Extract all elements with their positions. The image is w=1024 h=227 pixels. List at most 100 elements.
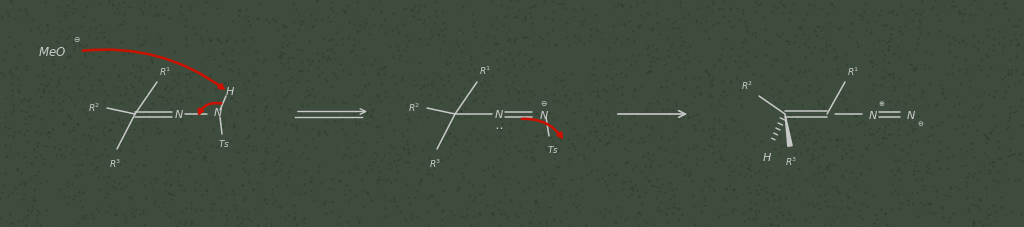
Point bbox=[651, 101, 668, 105]
Point bbox=[559, 121, 575, 124]
Point bbox=[818, 143, 835, 146]
Point bbox=[177, 36, 194, 39]
Point bbox=[640, 53, 656, 57]
Point bbox=[750, 24, 766, 28]
Point bbox=[73, 80, 89, 84]
Point bbox=[95, 72, 112, 75]
Point bbox=[452, 66, 468, 70]
Point bbox=[410, 202, 426, 206]
Point bbox=[275, 95, 292, 99]
Point bbox=[682, 48, 698, 52]
Point bbox=[126, 57, 142, 61]
Point bbox=[251, 216, 267, 220]
Point bbox=[527, 123, 544, 126]
Point bbox=[218, 214, 234, 217]
Point bbox=[490, 108, 507, 111]
Point bbox=[424, 174, 440, 177]
Point bbox=[135, 42, 152, 46]
Point bbox=[41, 217, 57, 220]
Point bbox=[399, 139, 416, 143]
Point bbox=[183, 201, 200, 205]
Point bbox=[83, 126, 99, 129]
Point bbox=[717, 213, 733, 217]
Point bbox=[332, 65, 348, 68]
Point bbox=[597, 132, 613, 136]
Point bbox=[191, 136, 208, 140]
Point bbox=[337, 223, 353, 226]
Point bbox=[768, 32, 784, 36]
Point bbox=[140, 65, 157, 69]
Point bbox=[610, 205, 627, 209]
Point bbox=[339, 59, 355, 62]
Point bbox=[318, 132, 335, 136]
Point bbox=[508, 168, 524, 171]
Point bbox=[597, 123, 613, 127]
Point bbox=[700, 175, 717, 179]
Point bbox=[388, 141, 404, 144]
Point bbox=[332, 179, 348, 183]
Point bbox=[905, 172, 922, 175]
Point bbox=[905, 18, 922, 22]
Point bbox=[806, 172, 822, 176]
Point bbox=[266, 0, 283, 2]
Point bbox=[549, 122, 565, 126]
Point bbox=[610, 182, 627, 186]
Point bbox=[555, 84, 571, 88]
Point bbox=[893, 5, 909, 8]
Point bbox=[224, 124, 241, 128]
Point bbox=[194, 193, 210, 197]
Point bbox=[413, 127, 429, 130]
Point bbox=[627, 168, 643, 172]
Point bbox=[397, 220, 414, 223]
Point bbox=[200, 54, 216, 58]
Point bbox=[754, 12, 770, 16]
Point bbox=[592, 210, 608, 214]
Point bbox=[520, 141, 537, 144]
Point bbox=[177, 207, 194, 210]
Point bbox=[177, 137, 194, 141]
Point bbox=[131, 150, 147, 153]
Point bbox=[586, 104, 602, 108]
Point bbox=[913, 0, 930, 2]
Point bbox=[780, 44, 797, 48]
Point bbox=[778, 197, 795, 200]
Point bbox=[129, 63, 145, 67]
Point bbox=[85, 173, 101, 177]
Point bbox=[783, 159, 800, 163]
Point bbox=[65, 183, 81, 186]
Point bbox=[808, 202, 824, 205]
Point bbox=[399, 44, 416, 48]
Point bbox=[586, 65, 602, 69]
Point bbox=[467, 16, 483, 20]
Point bbox=[525, 139, 542, 143]
Point bbox=[420, 5, 436, 9]
Point bbox=[775, 118, 792, 122]
Point bbox=[630, 140, 646, 144]
Point bbox=[783, 187, 800, 190]
Point bbox=[490, 102, 507, 106]
Point bbox=[828, 55, 845, 58]
Point bbox=[1002, 111, 1019, 115]
Point bbox=[546, 98, 562, 102]
Point bbox=[4, 147, 20, 151]
Point bbox=[394, 130, 411, 134]
Point bbox=[879, 208, 895, 212]
Point bbox=[240, 78, 256, 81]
Point bbox=[605, 126, 622, 129]
Point bbox=[873, 125, 890, 128]
Point bbox=[502, 40, 518, 44]
Point bbox=[825, 205, 842, 209]
Point bbox=[775, 4, 792, 7]
Point bbox=[925, 123, 941, 126]
Point bbox=[368, 154, 384, 158]
Point bbox=[123, 114, 139, 117]
Point bbox=[855, 91, 871, 94]
Point bbox=[430, 216, 446, 220]
Point bbox=[901, 63, 918, 66]
Point bbox=[91, 187, 108, 191]
Point bbox=[641, 157, 657, 160]
Point bbox=[156, 13, 172, 16]
Point bbox=[735, 175, 752, 179]
Point bbox=[59, 13, 76, 17]
Point bbox=[198, 129, 214, 133]
